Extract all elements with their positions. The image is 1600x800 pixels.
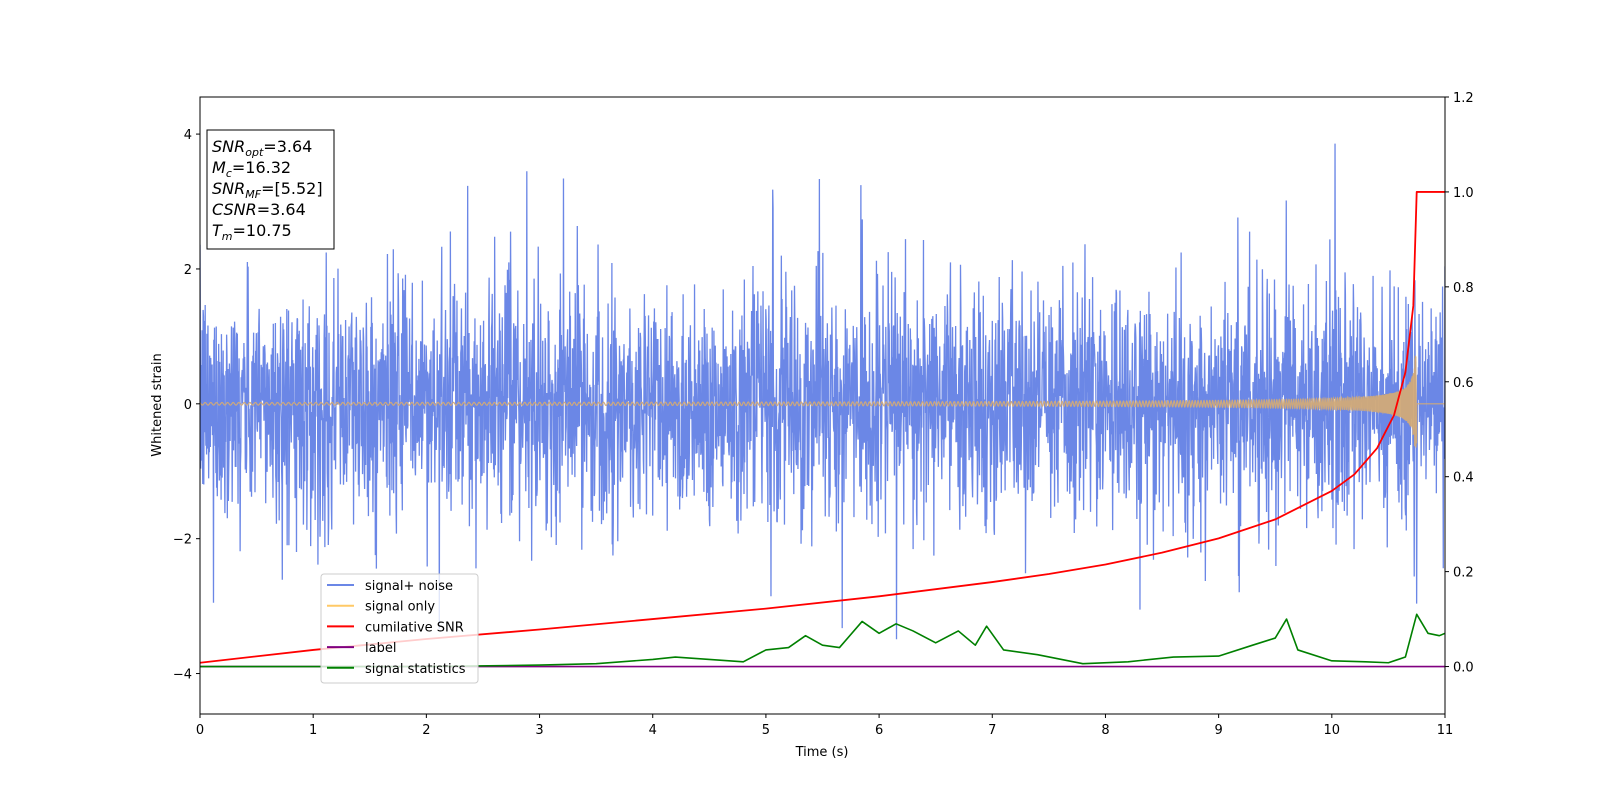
y-axis-title: Whitened strain <box>150 353 165 456</box>
x-tick-label: 5 <box>762 723 770 738</box>
legend-label: signal+ noise <box>365 579 453 594</box>
plot-frame <box>199 96 1446 715</box>
legend-label: signal statistics <box>365 662 466 677</box>
right-y-axis-ticks: 0.0 0.2 0.4 0.6 0.8 1.0 1.2 <box>1445 91 1474 676</box>
x-tick-label: 2 <box>422 723 430 738</box>
legend-label: cumilative SNR <box>365 620 464 635</box>
legend-label: signal only <box>365 600 435 615</box>
signal-plus-noise-line <box>200 143 1445 640</box>
x-tick-label: 11 <box>1437 723 1454 738</box>
y-right-tick-label: 1.0 <box>1453 186 1474 201</box>
signal-plus-noise-series <box>200 143 1445 640</box>
x-tick-label: 10 <box>1324 723 1341 738</box>
x-tick-label: 4 <box>649 723 657 738</box>
x-tick-label: 1 <box>309 723 317 738</box>
info-box-line: Tm=10.75 <box>212 221 292 243</box>
legend: signal+ noise signal only cumilative SNR la… <box>320 573 479 684</box>
info-box-line: SNRMF=[5.52] <box>212 179 323 201</box>
x-tick-label: 9 <box>1214 723 1222 738</box>
info-box-line: SNRopt=3.64 <box>212 137 312 159</box>
x-tick-label: 0 <box>196 723 204 738</box>
signal-only-line <box>200 355 1445 448</box>
info-box: SNRopt=3.64Mc=16.32SNRMF=[5.52]CSNR=3.64… <box>206 129 335 250</box>
y-left-tick-label: 0 <box>184 398 192 413</box>
y-left-tick-label: 4 <box>184 128 192 143</box>
cumilative-snr-line <box>200 191 1445 664</box>
y-left-tick-label: −4 <box>173 668 192 683</box>
info-box-line: CSNR=3.64 <box>212 200 306 219</box>
y-right-tick-label: 0.2 <box>1453 566 1474 581</box>
x-tick-label: 3 <box>535 723 543 738</box>
cumilative-snr-series <box>200 191 1445 664</box>
y-right-tick-label: 0.4 <box>1453 471 1474 486</box>
y-left-tick-label: −2 <box>173 533 192 548</box>
x-axis-ticks: 0 1 2 3 4 5 6 7 8 9 10 11 <box>196 714 1453 738</box>
y-right-tick-label: 0.8 <box>1453 281 1474 296</box>
x-tick-label: 6 <box>875 723 883 738</box>
y-right-tick-label: 1.2 <box>1453 91 1474 106</box>
legend-label: label <box>365 641 396 656</box>
info-box-line: Mc=16.32 <box>212 158 291 180</box>
legend-frame <box>320 573 479 684</box>
left-y-axis-ticks: −4 −2 0 2 4 <box>173 128 200 683</box>
y-left-tick-label: 2 <box>184 263 192 278</box>
x-tick-label: 7 <box>988 723 996 738</box>
x-tick-label: 8 <box>1101 723 1109 738</box>
y-right-tick-label: 0.6 <box>1453 376 1474 391</box>
y-right-tick-label: 0.0 <box>1453 661 1474 676</box>
signal-statistics-line <box>200 613 1445 668</box>
x-axis-title: Time (s) <box>795 745 849 760</box>
signal-only-series <box>200 355 1445 448</box>
info-box-frame <box>206 129 335 250</box>
signal-statistics-series <box>200 613 1445 668</box>
